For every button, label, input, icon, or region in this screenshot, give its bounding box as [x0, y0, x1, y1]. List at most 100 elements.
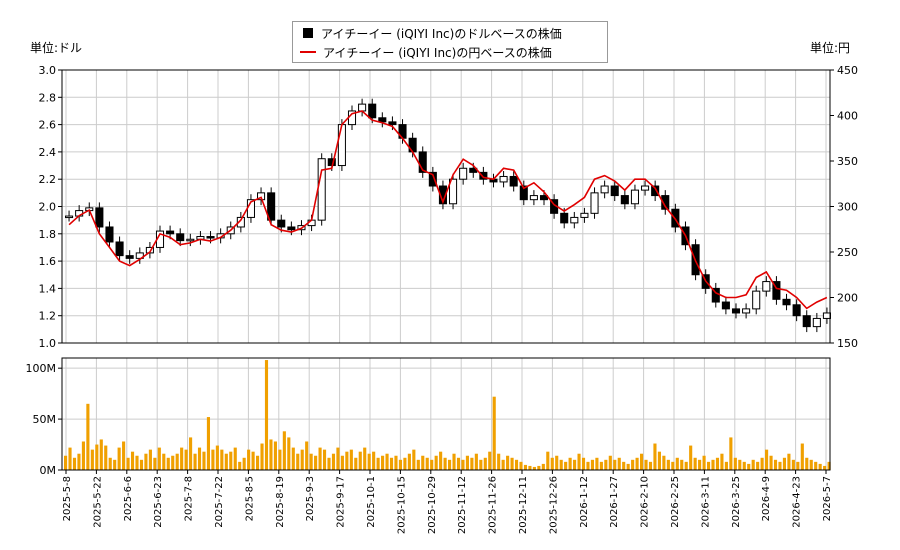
- left-tick-label: 2.6: [39, 119, 57, 132]
- right-tick-label: 250: [837, 246, 858, 259]
- candle-body: [65, 215, 74, 219]
- volume-bar: [573, 459, 577, 470]
- volume-bar: [233, 447, 237, 470]
- volume-bar: [756, 461, 760, 470]
- volume-bar: [175, 453, 179, 470]
- candle-body: [529, 195, 538, 201]
- x-tick-label: 2025-6-6: [123, 476, 134, 521]
- volume-bar: [68, 447, 72, 470]
- candle-body: [428, 171, 437, 187]
- candle-body: [418, 151, 427, 173]
- volume-bar: [162, 453, 166, 470]
- volume-bar: [189, 437, 193, 470]
- volume-bar: [666, 459, 670, 470]
- volume-bar: [532, 466, 536, 470]
- candle-body: [358, 103, 367, 112]
- left-tick-label: 3.0: [39, 64, 57, 77]
- candle-body: [287, 226, 296, 231]
- left-tick-label: 1.8: [39, 228, 57, 241]
- right-tick-label: 450: [837, 64, 858, 77]
- volume-bar: [778, 461, 782, 470]
- x-tick-label: 2026-3-25: [731, 476, 742, 528]
- volume-bar: [564, 461, 568, 470]
- volume-bar: [349, 449, 353, 470]
- x-tick-label: 2025-10-15: [396, 476, 407, 534]
- x-tick-label: 2026-3-11: [700, 476, 711, 528]
- volume-bar: [416, 459, 420, 470]
- volume-bar: [586, 461, 590, 470]
- x-tick-label: 2025-5-22: [92, 476, 103, 528]
- volume-bar: [724, 461, 728, 470]
- candle-body: [651, 185, 660, 197]
- volume-bar: [470, 457, 474, 470]
- volume-bar: [604, 459, 608, 470]
- volume-bar: [95, 444, 99, 470]
- candle-body: [378, 117, 387, 123]
- x-tick-label: 2026-1-27: [609, 476, 620, 528]
- candle-body: [166, 230, 175, 235]
- x-tick-label: 2025-8-5: [244, 476, 255, 521]
- candle-body: [772, 281, 781, 300]
- volume-bar: [506, 455, 510, 470]
- volume-bar: [430, 459, 434, 470]
- volume-bar: [64, 455, 68, 470]
- candle-body: [277, 219, 286, 228]
- volume-bar: [193, 453, 197, 470]
- volume-bar: [256, 455, 260, 470]
- left-tick-label: 1.2: [39, 310, 57, 323]
- volume-bar: [590, 459, 595, 470]
- volume-bar: [465, 455, 469, 470]
- volume-bar: [800, 443, 804, 470]
- candle-body: [782, 298, 791, 306]
- legend-swatch-candle: [303, 28, 313, 38]
- volume-plot-frame: [61, 357, 831, 471]
- volume-bar: [394, 455, 398, 470]
- x-tick-label: 2025-11-26: [488, 476, 499, 534]
- candle-body: [792, 304, 801, 317]
- candle-body: [479, 171, 488, 180]
- volume-bar: [675, 457, 679, 470]
- legend-item-usd: アイチーイー (iQIYI Inc)のドルベースの株価: [301, 24, 562, 42]
- volume-bar: [229, 451, 233, 470]
- candle-body: [206, 236, 215, 239]
- volume-bar: [381, 455, 385, 470]
- volume-bar: [403, 457, 407, 470]
- volume-bar: [635, 457, 639, 470]
- x-tick-label: 2025-10-29: [427, 476, 438, 534]
- volume-bars: [64, 360, 831, 470]
- x-tick-label: 2026-4-23: [792, 476, 803, 528]
- volume-bar: [300, 449, 304, 470]
- candle-body: [125, 255, 134, 259]
- volume-bar: [305, 441, 309, 470]
- volume-tick-label: 50M: [33, 413, 57, 426]
- left-tick-label: 1.0: [39, 337, 57, 350]
- volume-bar: [657, 451, 661, 470]
- candle-body: [519, 185, 528, 201]
- volume-bar: [104, 445, 108, 470]
- volume-bar: [751, 459, 755, 470]
- left-tick-label: 1.6: [39, 255, 57, 268]
- volume-bar: [456, 457, 461, 470]
- x-tick-label: 2025-7-8: [184, 476, 195, 521]
- right-tick-label: 400: [837, 110, 858, 123]
- x-tick-label: 2025-9-3: [305, 476, 316, 521]
- right-tick-label: 350: [837, 155, 858, 168]
- volume-bar: [497, 453, 501, 470]
- volume-bar: [117, 447, 121, 470]
- volume-bar: [738, 459, 742, 470]
- volume-bar: [599, 461, 603, 470]
- volume-bar: [528, 465, 532, 470]
- volume-bar: [264, 360, 269, 470]
- volume-bar: [296, 453, 300, 470]
- volume-bar: [99, 439, 103, 470]
- volume-bar: [354, 457, 358, 470]
- volume-bar: [385, 453, 389, 470]
- volume-bar: [568, 457, 572, 470]
- volume-bar: [126, 457, 130, 470]
- volume-bar: [720, 453, 724, 470]
- candle-body: [822, 312, 831, 319]
- volume-bar: [90, 449, 94, 470]
- volume-bar: [215, 445, 219, 470]
- volume-bar: [148, 449, 152, 470]
- volume-bar: [166, 457, 170, 470]
